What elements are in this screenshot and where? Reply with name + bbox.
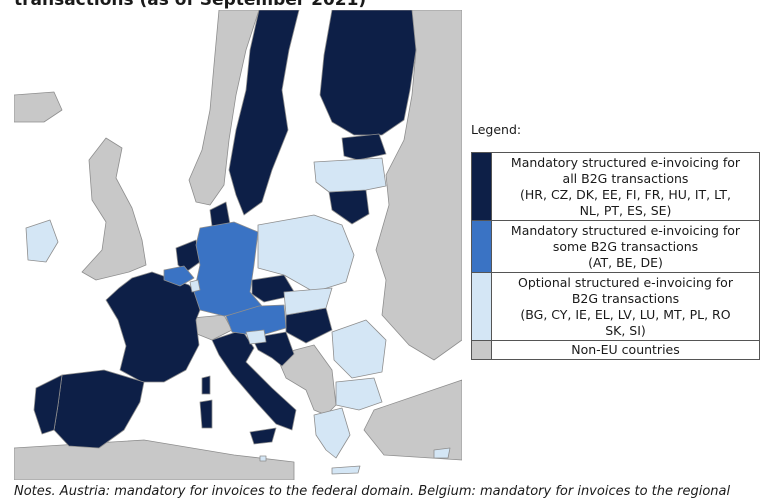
country-sweden bbox=[228, 10, 300, 216]
legend-row-mandatory-some: Mandatory structured e-invoicing for some… bbox=[471, 220, 760, 273]
country-norway bbox=[188, 10, 260, 206]
legend-swatch bbox=[471, 220, 492, 273]
country-united-kingdom bbox=[81, 137, 147, 281]
legend-label-line: Mandatory structured e-invoicing for bbox=[510, 154, 741, 170]
country-romania bbox=[331, 319, 387, 379]
island-crete bbox=[331, 465, 361, 475]
europe-map bbox=[14, 10, 462, 480]
country-austria bbox=[225, 304, 287, 337]
country-belgium bbox=[163, 265, 195, 287]
island-malta bbox=[259, 455, 267, 462]
legend-row-mandatory-all: Mandatory structured e-invoicing for all … bbox=[471, 152, 760, 221]
legend-label-line: SK, SI) bbox=[605, 322, 646, 338]
island-sardinia bbox=[199, 399, 213, 429]
country-germany bbox=[193, 221, 263, 317]
legend-label: Mandatory structured e-invoicing for all … bbox=[491, 152, 760, 221]
country-slovakia bbox=[283, 287, 333, 316]
legend-swatch bbox=[471, 340, 492, 360]
legend-label-line: (BG, CY, IE, EL, LV, LU, MT, PL, RO bbox=[520, 306, 731, 322]
country-bulgaria bbox=[335, 377, 383, 411]
legend-label-line: Mandatory structured e-invoicing for bbox=[510, 222, 741, 238]
island-sicily bbox=[249, 427, 277, 445]
legend-label-line: Optional structured e-invoicing for bbox=[518, 274, 733, 290]
map-title: transactions (as of September 2021) bbox=[14, 0, 367, 10]
legend-table: Mandatory structured e-invoicing for all … bbox=[471, 152, 760, 360]
island-cyprus bbox=[433, 447, 451, 459]
country-north-africa bbox=[14, 439, 295, 480]
country-iceland-edge bbox=[14, 91, 63, 123]
legend-label-line: NL, PT, ES, SE) bbox=[579, 202, 672, 218]
legend-swatch bbox=[471, 272, 492, 341]
country-luxembourg bbox=[189, 279, 201, 293]
country-italy bbox=[211, 329, 297, 431]
legend-row-non-eu: Non-EU countries bbox=[471, 340, 760, 360]
legend-swatch bbox=[471, 152, 492, 221]
legend-label-line: all B2G transactions bbox=[562, 170, 689, 186]
country-netherlands bbox=[175, 239, 201, 273]
country-poland bbox=[257, 214, 355, 293]
legend-label: Non-EU countries bbox=[491, 340, 760, 360]
country-ireland bbox=[25, 219, 59, 263]
country-portugal bbox=[33, 374, 63, 435]
legend-label: Mandatory structured e-invoicing for some… bbox=[491, 220, 760, 273]
country-greece bbox=[313, 407, 351, 459]
notes-text: Notes. Austria: mandatory for invoices t… bbox=[14, 484, 731, 499]
country-slovenia bbox=[245, 329, 267, 345]
country-russia-belarus-ukraine bbox=[375, 10, 462, 361]
legend-heading: Legend: bbox=[471, 122, 522, 137]
island-corsica bbox=[201, 375, 211, 395]
country-latvia bbox=[313, 157, 387, 193]
legend-label-line: B2G transactions bbox=[571, 290, 680, 306]
legend-label-line: Non-EU countries bbox=[571, 342, 680, 357]
country-turkey bbox=[363, 379, 462, 461]
legend-row-optional: Optional structured e-invoicing for B2G t… bbox=[471, 272, 760, 341]
legend-label: Optional structured e-invoicing for B2G t… bbox=[491, 272, 760, 341]
country-estonia bbox=[341, 133, 387, 161]
country-finland bbox=[319, 10, 417, 136]
legend-label-line: some B2G transactions bbox=[552, 238, 699, 254]
legend-label-line: (HR, CZ, DK, EE, FI, FR, HU, IT, LT, bbox=[520, 186, 731, 202]
legend-label-line: (AT, BE, DE) bbox=[588, 254, 663, 270]
